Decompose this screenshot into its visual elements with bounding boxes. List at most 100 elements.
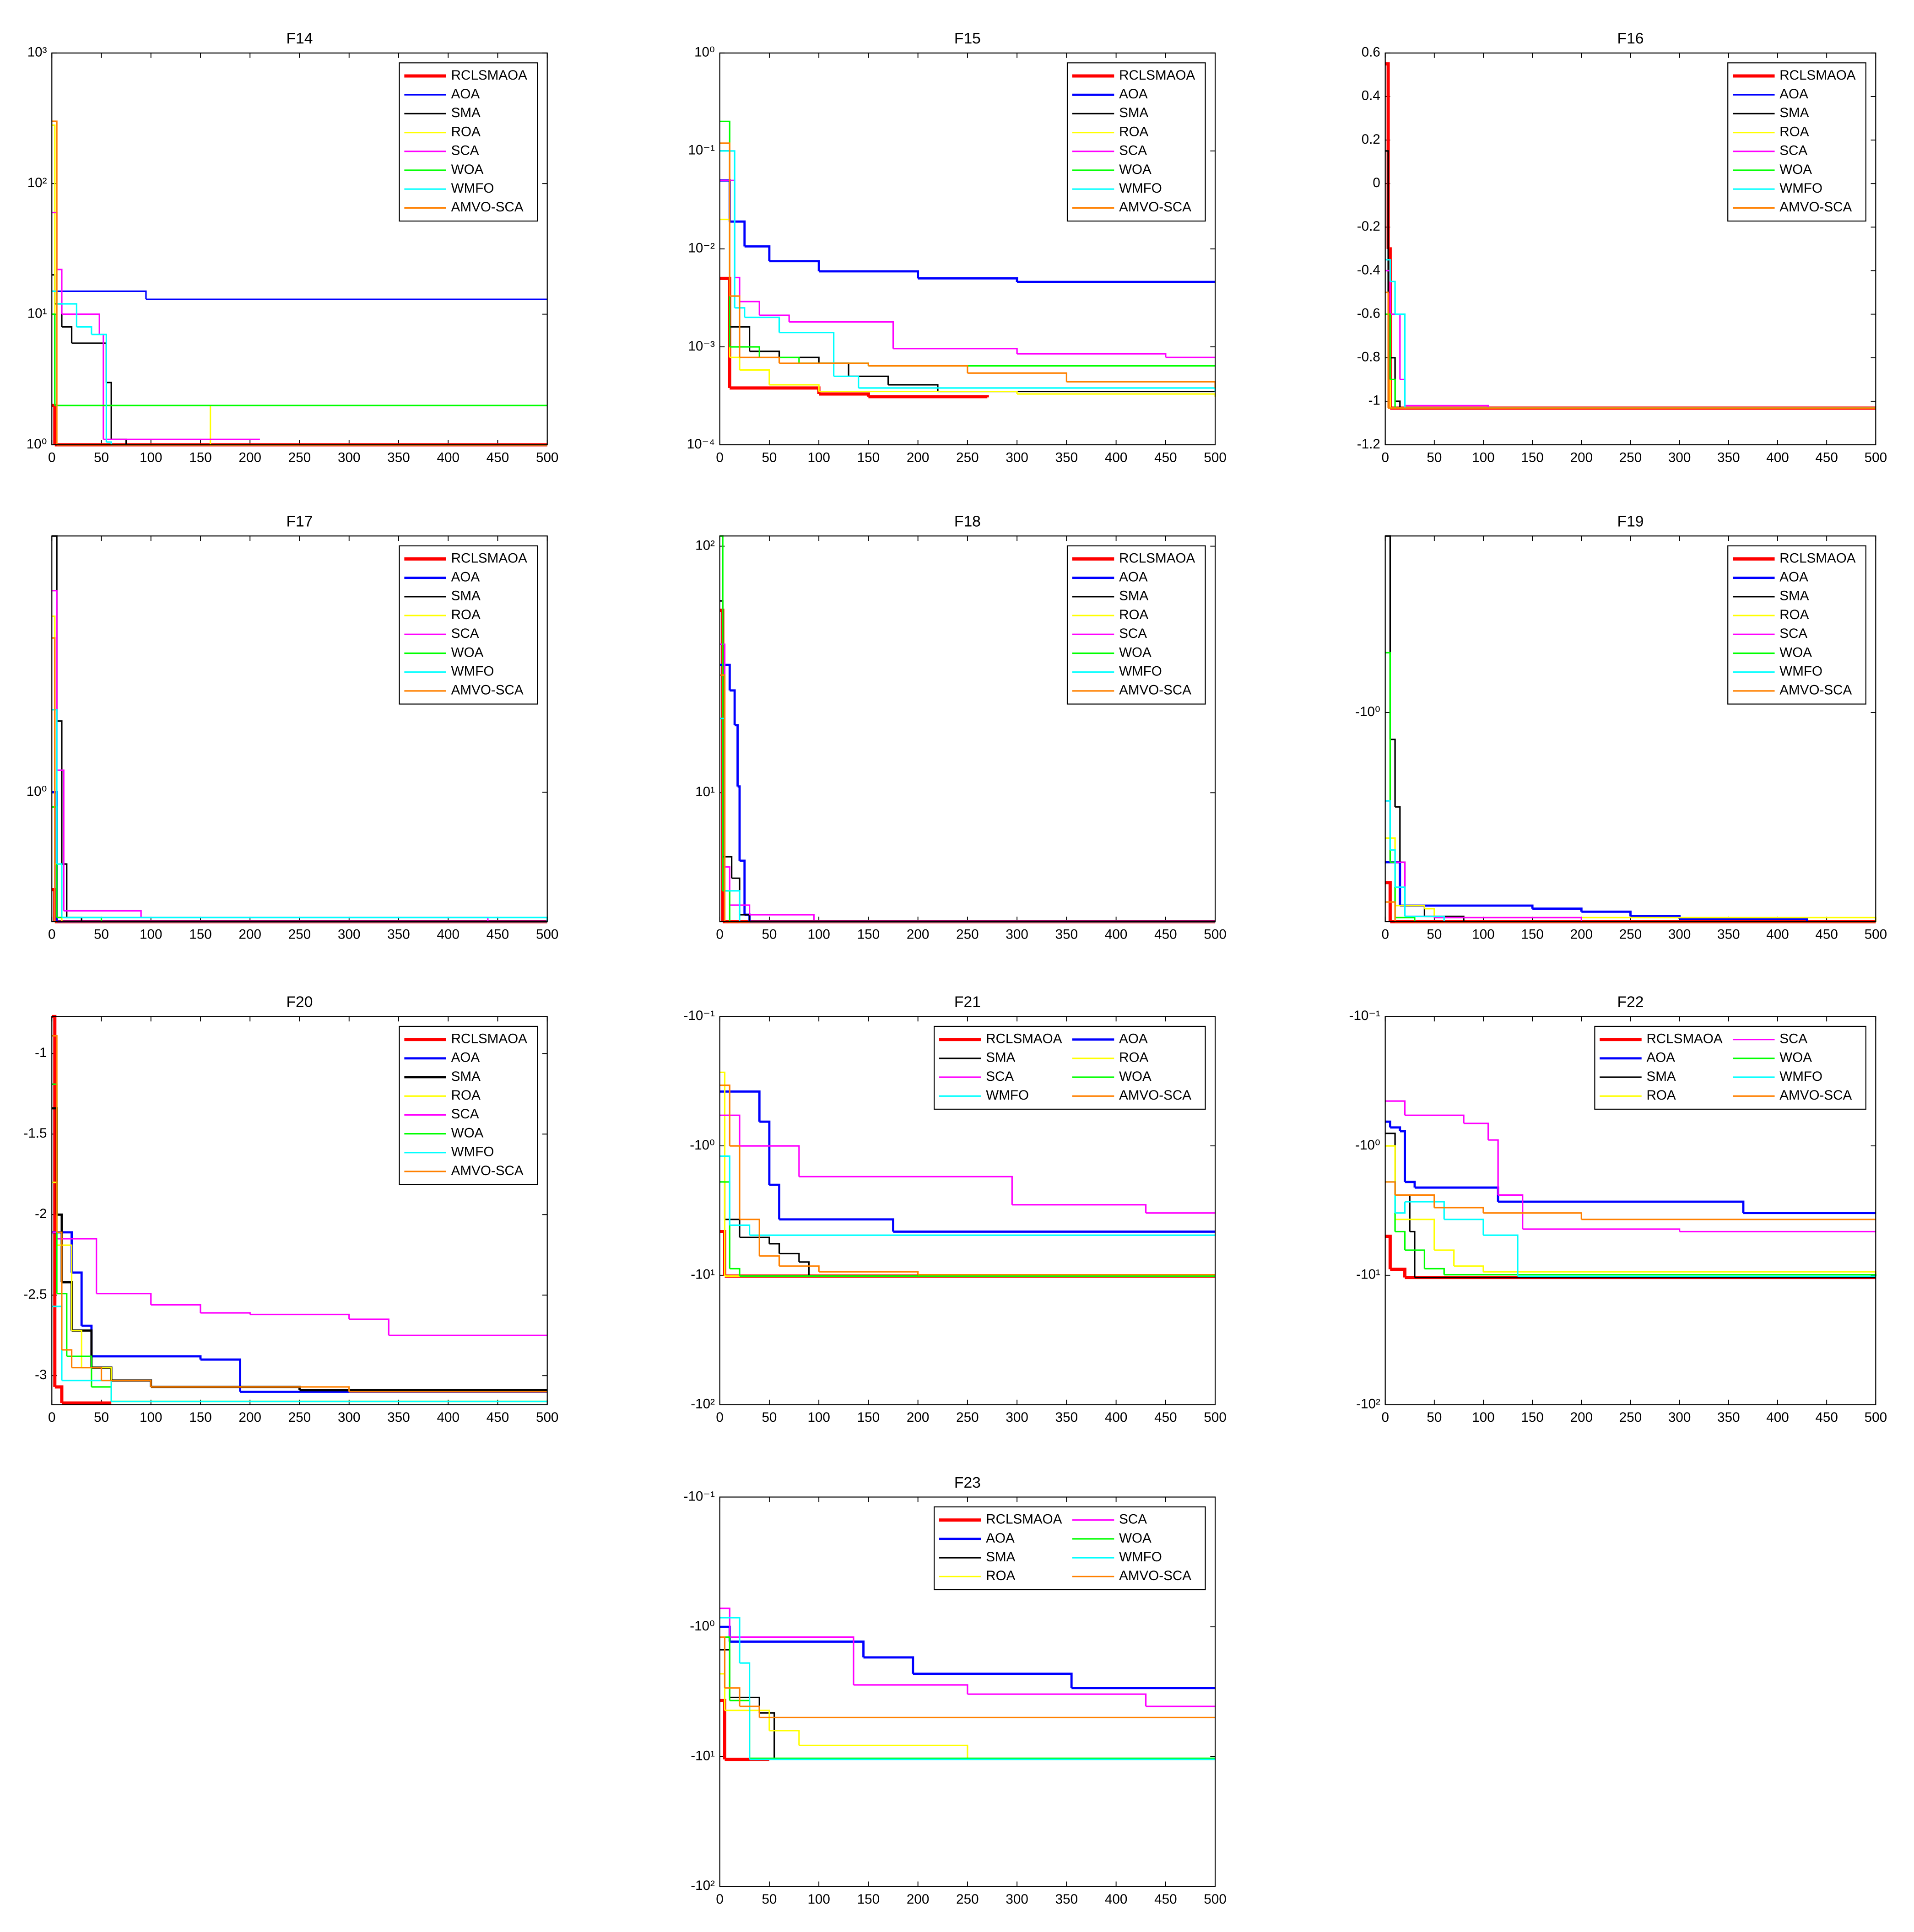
x-tick-label: 50 bbox=[1427, 927, 1442, 942]
legend-label: SCA bbox=[1779, 626, 1807, 641]
chart-title: F18 bbox=[954, 513, 981, 530]
chart-title: F17 bbox=[287, 513, 313, 530]
y-tick-label: -10⁰ bbox=[1355, 1138, 1380, 1153]
line-step bbox=[1390, 378, 1396, 408]
line-step bbox=[893, 348, 1018, 354]
x-tick-label: 0 bbox=[1381, 927, 1389, 942]
y-tick-label: 0 bbox=[1373, 175, 1380, 190]
line-step bbox=[1405, 1201, 1445, 1220]
y-tick-label: -1 bbox=[1368, 393, 1380, 408]
line-step bbox=[739, 1219, 760, 1256]
legend-label: AOA bbox=[451, 86, 480, 102]
line-step bbox=[730, 1224, 751, 1236]
legend: RCLSMAOA AOA SMA ROA SCA WOA WMFO AMVO-SCA bbox=[1066, 545, 1206, 705]
x-tick-label: 400 bbox=[1105, 1410, 1127, 1425]
x-tick-label: 500 bbox=[536, 927, 558, 942]
line-step bbox=[1385, 291, 1389, 408]
x-tick-label: 450 bbox=[1154, 1410, 1177, 1425]
legend-label: AMVO-SCA bbox=[1119, 1568, 1191, 1583]
line-step bbox=[61, 326, 73, 343]
line-step bbox=[769, 1243, 780, 1254]
line-step bbox=[1385, 652, 1391, 863]
x-tick-label: 150 bbox=[189, 1410, 211, 1425]
x-tick-label: 250 bbox=[956, 450, 979, 465]
line-step bbox=[769, 384, 820, 392]
axes-frame bbox=[719, 52, 1216, 446]
line-step bbox=[819, 390, 1018, 394]
line-step bbox=[1395, 1230, 1406, 1251]
legend-label: ROA bbox=[1119, 1050, 1148, 1065]
legend-label: WMFO bbox=[451, 1144, 494, 1160]
y-tick-label: 10⁻¹ bbox=[688, 143, 715, 158]
line-step bbox=[719, 1114, 741, 1146]
x-tick-label: 250 bbox=[288, 927, 311, 942]
x-tick-label: 50 bbox=[94, 1410, 109, 1425]
line-step bbox=[1385, 881, 1392, 922]
line-step bbox=[106, 382, 112, 440]
x-tick-label: 500 bbox=[1204, 450, 1226, 465]
x-tick-label: 250 bbox=[956, 927, 979, 942]
line-step bbox=[739, 1705, 760, 1718]
x-tick-label: 500 bbox=[1865, 1410, 1887, 1425]
line-step bbox=[723, 856, 733, 879]
x-tick-label: 200 bbox=[907, 1410, 929, 1425]
line-step bbox=[719, 674, 726, 922]
legend-label: AMVO-SCA bbox=[1779, 1088, 1852, 1103]
y-tick-label: -1 bbox=[35, 1045, 47, 1060]
axes-frame bbox=[51, 535, 548, 923]
line-step bbox=[1483, 1212, 1582, 1220]
line-step bbox=[1385, 313, 1391, 380]
y-tick-label: -10⁻¹ bbox=[684, 1008, 715, 1023]
chart-title: F22 bbox=[1617, 994, 1644, 1011]
y-tick-label: 10⁻² bbox=[688, 241, 715, 256]
legend-label: RCLSMAOA bbox=[986, 1512, 1062, 1527]
x-tick-label: 400 bbox=[1105, 1892, 1127, 1907]
legend-label: WMFO bbox=[986, 1088, 1029, 1103]
axes-frame bbox=[719, 535, 1216, 923]
x-tick-label: 350 bbox=[387, 450, 410, 465]
x-tick-label: 300 bbox=[1668, 450, 1691, 465]
line-step bbox=[1405, 1181, 1416, 1188]
line-step bbox=[799, 1744, 968, 1759]
legend-label: SCA bbox=[451, 143, 479, 158]
line-step bbox=[719, 1617, 741, 1663]
legend-label: WOA bbox=[1779, 162, 1812, 177]
line-step bbox=[1385, 901, 1396, 922]
axes-frame bbox=[719, 1496, 1216, 1887]
line-step bbox=[819, 270, 919, 279]
y-tick-label: -10¹ bbox=[1356, 1267, 1380, 1282]
line-step bbox=[744, 316, 780, 333]
y-tick-label: -10¹ bbox=[691, 1749, 715, 1764]
line-step bbox=[57, 720, 63, 864]
line-step bbox=[61, 313, 100, 335]
legend-label: WMFO bbox=[1119, 1549, 1162, 1565]
x-tick-label: 350 bbox=[1055, 1892, 1078, 1907]
legend: RCLSMAOA AOA SMA ROA SCA WOA WMFO AMVO-SCA bbox=[934, 1506, 1206, 1591]
line-step bbox=[730, 904, 751, 915]
x-tick-label: 500 bbox=[1204, 1892, 1226, 1907]
line-step bbox=[1488, 1139, 1499, 1195]
line-step bbox=[799, 1261, 810, 1276]
line-step bbox=[779, 1252, 800, 1262]
legend-label: ROA bbox=[1779, 124, 1809, 139]
y-tick-label: 10⁰ bbox=[27, 784, 47, 799]
legend-label: WMFO bbox=[451, 664, 494, 679]
legend-label: AOA bbox=[1119, 86, 1148, 102]
line-step bbox=[349, 1318, 389, 1336]
chart-title: F16 bbox=[1617, 30, 1644, 47]
y-tick-label: 10⁰ bbox=[27, 437, 47, 452]
line-step bbox=[1454, 1265, 1484, 1272]
x-tick-label: 400 bbox=[437, 1410, 460, 1425]
legend-label: RCLSMAOA bbox=[1119, 68, 1195, 83]
y-tick-label: -10⁻¹ bbox=[1349, 1008, 1380, 1023]
legend-label: RCLSMAOA bbox=[451, 550, 527, 566]
line-step bbox=[151, 1304, 201, 1313]
x-tick-label: 450 bbox=[1815, 450, 1838, 465]
x-tick-label: 350 bbox=[1055, 450, 1078, 465]
legend: RCLSMAOA AOA SMA ROA SCA WOA WMFO AMVO-SCA bbox=[1727, 545, 1866, 705]
legend-label: WOA bbox=[451, 162, 484, 177]
legend-label: SMA bbox=[1779, 105, 1809, 120]
line-step bbox=[1385, 1120, 1391, 1128]
x-tick-label: 250 bbox=[1619, 927, 1642, 942]
x-tick-label: 500 bbox=[1865, 450, 1887, 465]
